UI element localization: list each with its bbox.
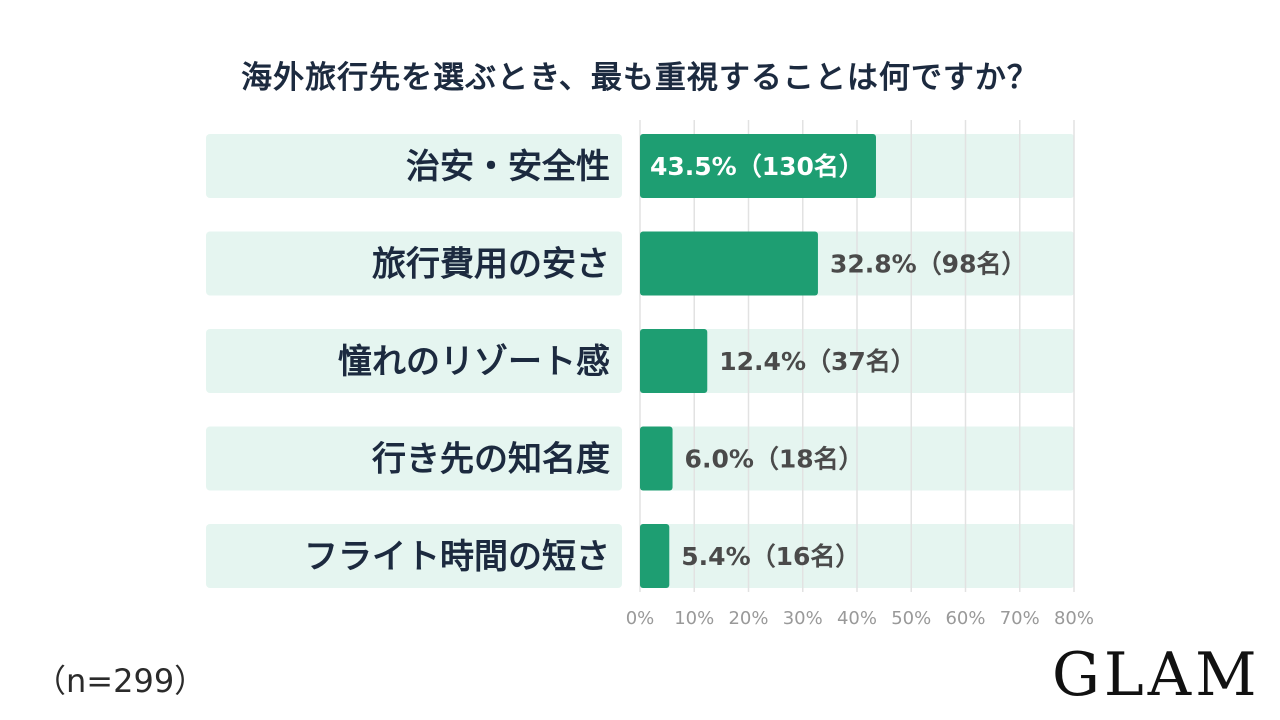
- bar: [640, 524, 670, 588]
- x-tick-label: 60%: [945, 608, 985, 629]
- category-label: 憧れのリゾート感: [338, 342, 610, 382]
- x-tick-label: 80%: [1054, 608, 1094, 629]
- data-label: 6.0%（18名）: [685, 445, 864, 474]
- x-tick-label: 10%: [674, 608, 714, 629]
- x-tick-label: 0%: [626, 608, 655, 629]
- x-tick-label: 40%: [837, 608, 877, 629]
- data-label: 5.4%（16名）: [681, 542, 860, 571]
- category-label: フライト時間の短さ: [304, 537, 610, 577]
- category-label-box: [206, 524, 622, 588]
- chart-title: 海外旅行先を選ぶとき、最も重視することは何ですか？: [241, 60, 1039, 96]
- bar: [640, 426, 673, 491]
- bar: [640, 231, 818, 296]
- data-label: 32.8%（98名）: [830, 250, 1027, 279]
- category-label: 治安・安全性: [406, 147, 610, 187]
- bar: [640, 134, 876, 198]
- data-label: 43.5%（130名）: [650, 152, 864, 181]
- category-label: 旅行費用の安さ: [372, 245, 610, 285]
- data-label: 12.4%（37名）: [719, 347, 916, 376]
- x-tick-label: 70%: [1000, 608, 1040, 629]
- category-label-box: [206, 231, 622, 296]
- x-tick-label: 50%: [891, 608, 931, 629]
- category-label-box: [206, 329, 622, 393]
- glam-logo: GLAM: [1052, 640, 1261, 710]
- x-tick-label: 20%: [728, 608, 768, 629]
- category-label: 行き先の知名度: [372, 440, 610, 480]
- bar: [640, 329, 708, 393]
- category-label-box: [206, 426, 622, 491]
- sample-size-label: （n=299）: [34, 662, 207, 700]
- x-tick-label: 30%: [783, 608, 823, 629]
- category-label-box: [206, 134, 622, 198]
